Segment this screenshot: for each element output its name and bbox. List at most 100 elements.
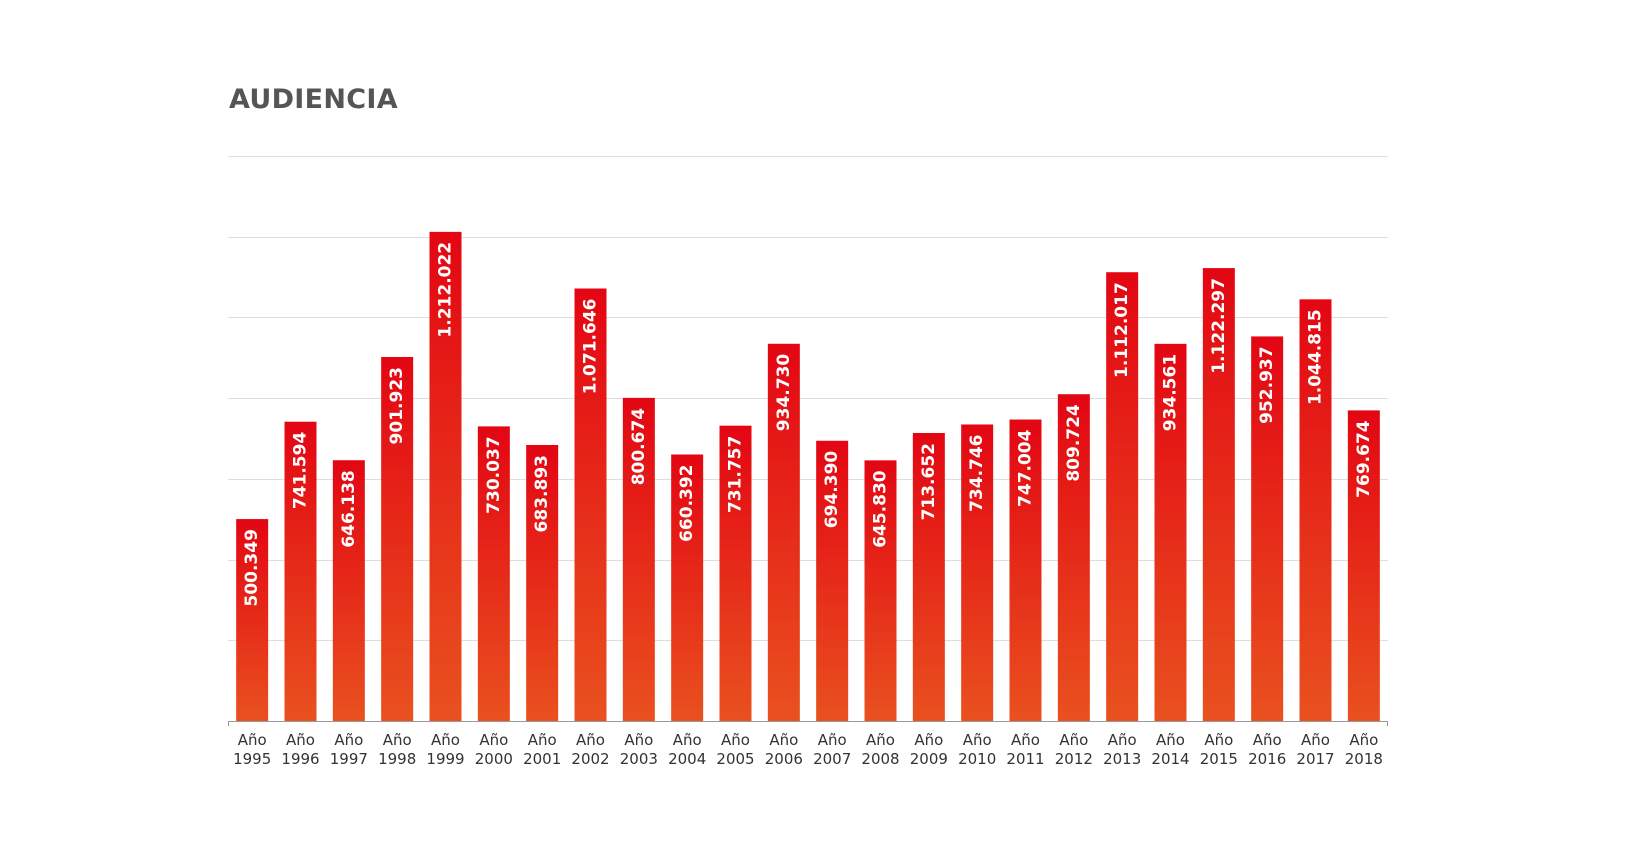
x-tick-label-year: 2016 [1248,750,1286,768]
x-tick-label-year: 2011 [1006,750,1044,768]
bar [912,432,945,721]
x-tick-label-year: 2015 [1200,750,1238,768]
x-tick-label-year: 2010 [958,750,996,768]
bar [526,445,559,721]
x-tick-label-year: 2003 [620,750,658,768]
x-tick-label-word: Año [479,731,508,749]
x-tick-label-year: 2006 [765,750,803,768]
bar [816,440,849,721]
x-tick-label-year: 2000 [475,750,513,768]
x-tick-label-year: 2008 [861,750,899,768]
x-tick-label-year: 2018 [1345,750,1383,768]
x-tick-label-word: Año [1156,731,1185,749]
bar [1299,299,1332,721]
bar [381,357,414,721]
x-tick-label-word: Año [1253,731,1282,749]
bar [864,460,897,721]
x-tick-label-word: Año [1059,731,1088,749]
x-tick-label-year: 1997 [330,750,368,768]
x-tick-label-year: 2013 [1103,750,1141,768]
x-tick-label-word: Año [383,731,412,749]
bar-value-label: 769.674 [1354,420,1374,498]
x-tick-label-year: 1996 [281,750,319,768]
gridlines [228,156,1388,641]
x-tick-label-word: Año [238,731,267,749]
x-tick-label-year: 2005 [716,750,754,768]
x-tick-label-word: Año [673,731,702,749]
bar [477,426,510,721]
x-tick-label-word: Año [528,731,557,749]
x-tick-label-word: Año [334,731,363,749]
bar-value-label: 901.923 [387,367,407,444]
x-tick-label-word: Año [431,731,460,749]
chart-title: AUDIENCIA [229,84,398,115]
bar-value-label: 934.561 [1161,354,1181,431]
bar [236,519,269,721]
bar-value-label: 731.757 [726,436,746,513]
bars: 500.349 741.594 646.138 901.923 1.212.022 730… [236,231,1380,721]
x-tick-label-year: 2004 [668,750,706,768]
bar [671,454,704,721]
bar [1009,419,1042,721]
x-tick-label-word: Año [1301,731,1330,749]
bar-value-label: 683.893 [532,455,552,532]
x-tick-label-word: Año [624,731,653,749]
x-tick-label-word: Año [721,731,750,749]
bar [1251,336,1284,721]
x-tick-label-year: 2001 [523,750,561,768]
x-tick-label-word: Año [914,731,943,749]
bar-value-label: 741.594 [291,432,311,510]
x-tick-label-year: 2014 [1151,750,1189,768]
x-tick-label-word: Año [866,731,895,749]
x-tick-label-word: Año [818,731,847,749]
bar-value-label: 713.652 [919,443,939,520]
bar [719,425,752,721]
bar-value-label: 952.937 [1257,346,1277,423]
x-tick-label-year: 2009 [910,750,948,768]
x-tick-label-word: Año [1011,731,1040,749]
x-tick-label-year: 1998 [378,750,416,768]
bar [429,231,462,721]
bar [622,397,655,721]
x-tick-label-year: 1995 [233,750,271,768]
x-tick-label-year: 2002 [571,750,609,768]
bar-value-label: 730.037 [484,436,504,513]
x-axis [228,721,1388,726]
bar-value-label: 694.390 [822,451,842,529]
bar [1057,394,1090,721]
bar [1106,272,1139,721]
bar-value-label: 1.112.017 [1112,282,1132,378]
x-tick-label-year: 1999 [426,750,464,768]
bar-value-label: 1.071.646 [581,299,601,395]
bar [1347,410,1380,721]
x-tick-labels: Año1995Año1996Año1997Año1998Año1999Año20… [233,731,1383,768]
x-tick-label-word: Año [1108,731,1137,749]
bar-value-label: 1.044.815 [1306,309,1326,405]
bar [332,460,365,721]
bar-value-label: 809.724 [1064,404,1084,482]
x-tick-label-word: Año [576,731,605,749]
x-tick-label-word: Año [1349,731,1378,749]
bar-value-label: 645.830 [871,470,891,548]
x-tick-label-year: 2012 [1055,750,1093,768]
bar [1154,343,1187,721]
bar [961,424,994,721]
bar-value-label: 646.138 [339,470,359,547]
x-tick-label-word: Año [286,731,315,749]
bar [284,421,317,721]
bar-value-label: 800.674 [629,408,649,486]
x-tick-label-word: Año [769,731,798,749]
x-tick-label-word: Año [1204,731,1233,749]
bar [767,343,800,721]
bar-value-label: 734.746 [967,434,987,511]
bar-value-label: 934.730 [774,354,794,432]
bar-value-label: 1.212.022 [436,242,456,338]
bar-value-label: 1.122.297 [1209,278,1229,374]
bar [1202,268,1235,721]
x-tick-label-year: 2007 [813,750,851,768]
x-tick-label-word: Año [963,731,992,749]
bar-value-label: 500.349 [242,529,262,606]
bar [574,288,607,721]
bar-value-label: 660.392 [677,464,697,541]
